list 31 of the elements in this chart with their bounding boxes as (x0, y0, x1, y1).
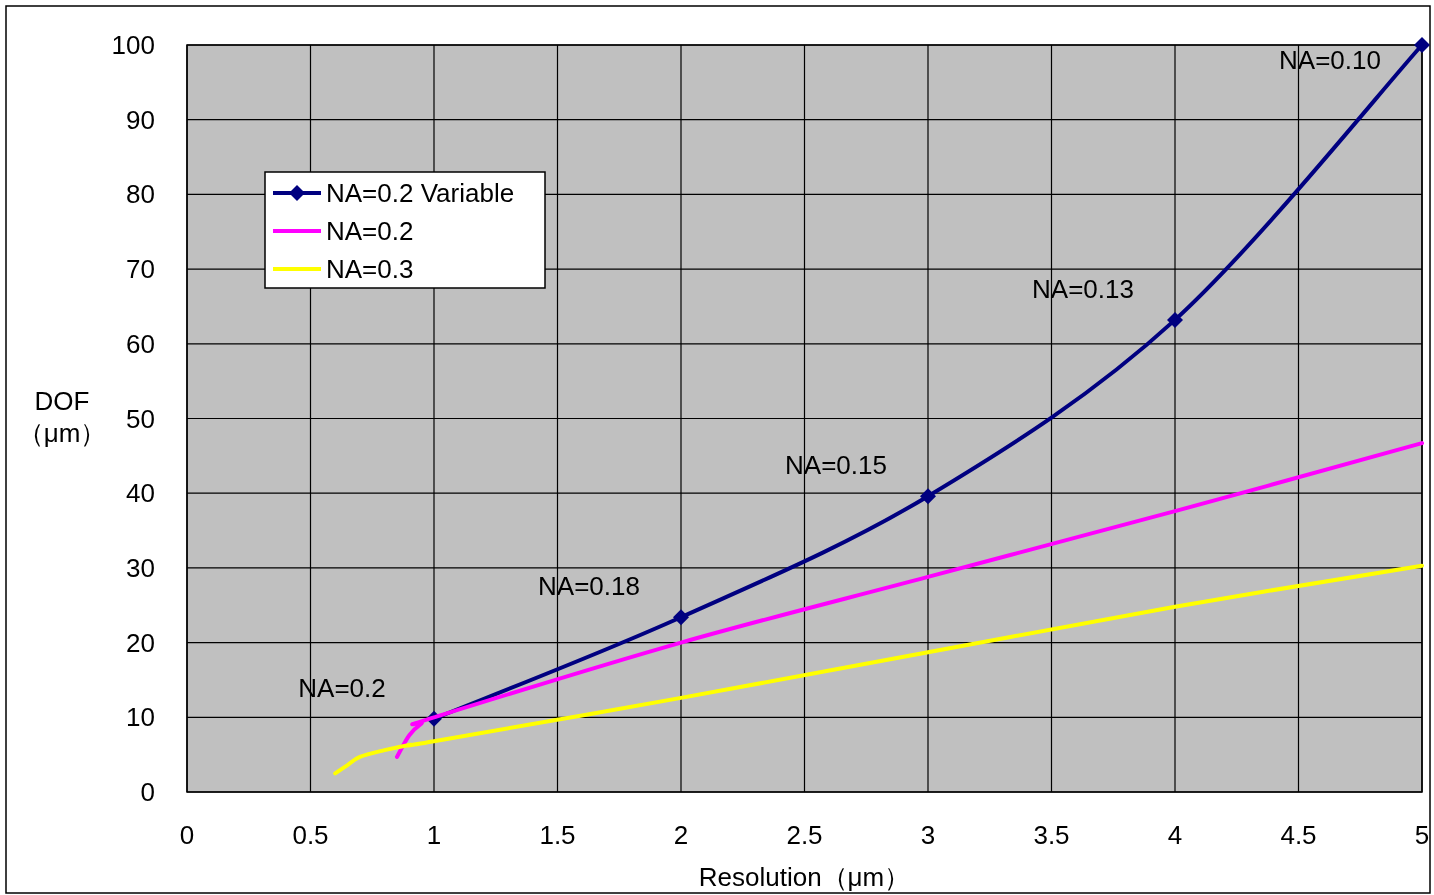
x-tick-label: 1 (426, 820, 442, 850)
y-tick-label: 100 (111, 30, 155, 60)
y-tick-label: 0 (140, 777, 155, 807)
point (1414, 37, 1430, 53)
y-tick-label: 50 (126, 403, 155, 434)
y-tick-label: 70 (126, 254, 155, 285)
point (920, 488, 936, 505)
point (673, 609, 689, 626)
y-axis-title: DOF（μm） (17, 386, 107, 448)
legend-label: NA=0.2 (326, 216, 414, 246)
x-tick-label: 2.5 (786, 820, 823, 850)
y-tick-label: 10 (126, 702, 155, 733)
legend-label: NA=0.3 (326, 254, 414, 284)
x-tick-label: 4 (1167, 820, 1183, 850)
x-axis-title: Resolution（μm） (698, 862, 911, 892)
x-tick-label: 0.5 (292, 820, 329, 850)
point (1167, 311, 1183, 328)
y-tick-label: 30 (126, 552, 155, 583)
x-tick-label: 5 (1414, 820, 1430, 850)
x-tick-label: 3 (920, 820, 936, 850)
x-tick-label: 2 (673, 820, 689, 850)
y-tick-label: 20 (126, 627, 155, 658)
legend-label: NA=0.2 Variable (326, 178, 515, 208)
x-tick-label: 4.5 (1280, 820, 1317, 850)
x-tick-label: 1.5 (539, 820, 576, 850)
y-tick-label: 40 (126, 478, 155, 509)
y-tick-label: 80 (126, 179, 155, 210)
y-tick-label: 90 (126, 104, 155, 135)
x-tick-label: 3.5 (1033, 820, 1070, 850)
x-tick-label: 0 (179, 820, 195, 850)
y-tick-label: 60 (126, 328, 155, 359)
